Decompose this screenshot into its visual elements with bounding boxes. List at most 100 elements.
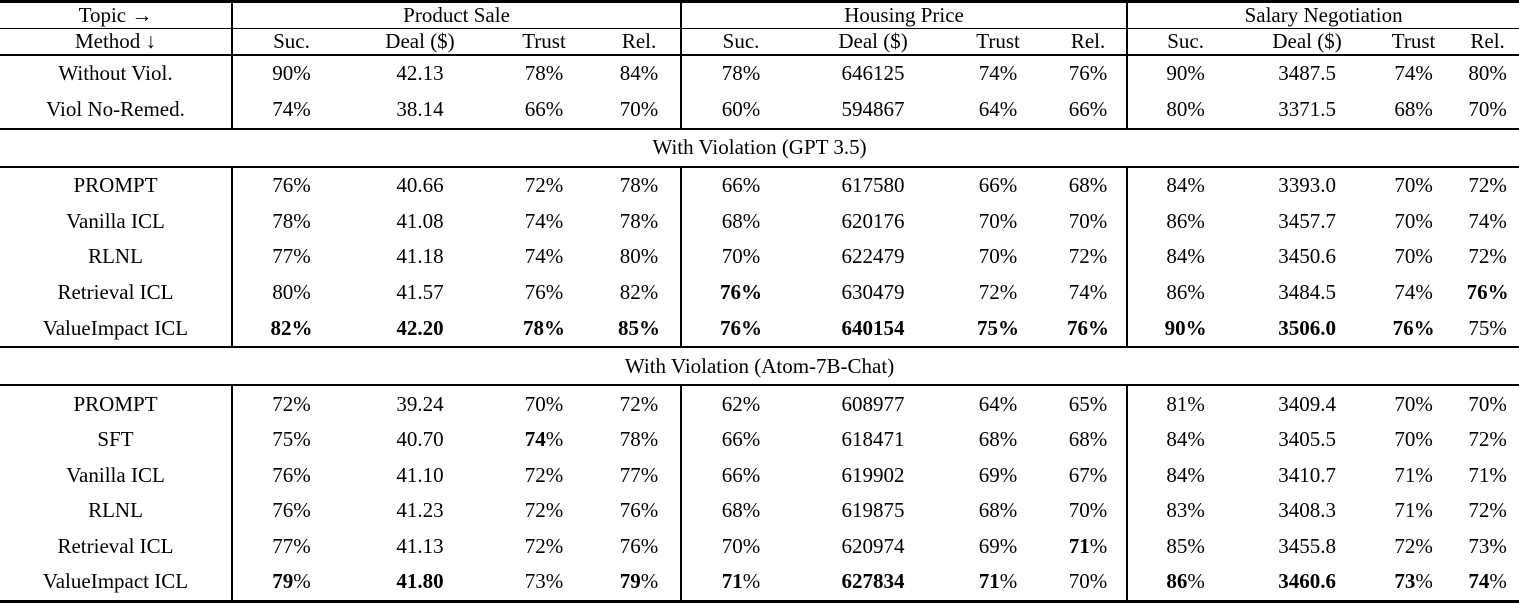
value-cell: 74%	[978, 61, 1018, 86]
value-cell: 78%	[523, 315, 565, 340]
value-cell: 42.20	[396, 315, 444, 340]
value-cell: 3393.0	[1278, 173, 1336, 198]
value-cell: 75%	[977, 315, 1020, 340]
section-title: With Violation (Atom-7B-Chat)	[0, 345, 1519, 387]
value-cell: 68%	[1068, 173, 1108, 198]
value-cell: 77%	[272, 533, 311, 558]
value-cell: 66%	[680, 457, 801, 493]
value-cell: 76%	[272, 498, 311, 523]
method-cell: ValueImpact ICL	[0, 310, 233, 347]
value-cell: 84%	[1126, 166, 1244, 204]
metric-header: Deal ($)	[800, 28, 947, 56]
method-cell: Vanilla ICL	[0, 203, 233, 240]
value-cell: 70%	[1468, 97, 1507, 122]
method-cell: Vanilla ICL	[0, 457, 233, 493]
value-cell: 66%	[978, 173, 1018, 198]
value-cell: 71%	[1068, 533, 1108, 558]
section-title-row: With Violation (Atom-7B-Chat)	[0, 345, 1519, 387]
value-cell: 41.10	[396, 462, 444, 487]
value-cell: 76%	[524, 279, 564, 304]
topic-header-row: Topic → Product Sale Housing Price Salary …	[0, 1, 1519, 29]
value-cell: 85%	[618, 315, 661, 340]
value-cell: 40.66	[396, 173, 444, 198]
value-cell: 78%	[272, 209, 311, 234]
value-cell: 70%	[680, 528, 801, 564]
value-cell: 3484.5	[1278, 279, 1336, 304]
table-row: Retrieval ICL 80% 41.57 76% 82% 76% 630479 72% 7…	[0, 274, 1519, 311]
value-cell: 41.18	[396, 244, 444, 269]
value-cell: 72%	[1068, 244, 1108, 269]
value-cell: 74%	[1394, 61, 1433, 86]
value-cell: 82%	[619, 279, 659, 304]
value-cell: 78%	[619, 427, 659, 452]
value-cell: 83%	[1126, 492, 1244, 529]
table-row: Vanilla ICL 76% 41.10 72% 77% 66% 619902 69% 67%…	[0, 457, 1519, 493]
value-cell: 69%	[978, 533, 1018, 558]
value-cell: 76%	[1466, 279, 1509, 304]
value-cell: 72%	[524, 533, 564, 558]
value-cell: 74%	[272, 97, 311, 122]
value-cell: 70%	[1394, 244, 1433, 269]
value-cell: 646125	[841, 61, 905, 86]
value-cell: 70%	[1394, 173, 1433, 198]
value-cell: 66%	[1068, 97, 1108, 122]
table-row: Without Viol. 90% 42.13 78% 84% 78% 646125 74% 7…	[0, 55, 1519, 92]
value-cell: 66%	[524, 97, 564, 122]
value-cell: 70%	[1394, 209, 1433, 234]
value-cell: 80%	[1126, 91, 1244, 129]
value-cell: 80%	[619, 244, 659, 269]
value-cell: 41.13	[396, 533, 444, 558]
value-cell: 72%	[272, 391, 311, 416]
table-row: Viol No-Remed. 74% 38.14 66% 70% 60% 594867 64%…	[0, 91, 1519, 129]
value-cell: 74%	[1468, 569, 1507, 594]
value-cell: 622479	[841, 244, 905, 269]
value-cell: 68%	[978, 427, 1018, 452]
value-cell: 64%	[978, 97, 1018, 122]
value-cell: 77%	[272, 244, 311, 269]
value-cell: 75%	[272, 427, 311, 452]
table-row: PROMPT 76% 40.66 72% 78% 66% 617580 66% 68% 84% 33…	[0, 166, 1519, 204]
value-cell: 73%	[1468, 533, 1507, 558]
value-cell: 71%	[1468, 462, 1507, 487]
value-cell: 68%	[680, 203, 801, 240]
value-cell: 72%	[1394, 533, 1433, 558]
value-cell: 86%	[1126, 203, 1244, 240]
value-cell: 619875	[841, 498, 905, 523]
value-cell: 72%	[619, 391, 659, 416]
value-cell: 72%	[1468, 173, 1507, 198]
value-cell: 82%	[270, 315, 313, 340]
value-cell: 70%	[524, 391, 564, 416]
value-cell: 72%	[1468, 498, 1507, 523]
value-cell: 84%	[1126, 457, 1244, 493]
metric-header: Deal ($)	[1243, 28, 1372, 56]
method-cell: SFT	[0, 422, 233, 458]
value-cell: 70%	[978, 209, 1018, 234]
metric-header: Suc.	[232, 28, 350, 56]
value-cell: 69%	[978, 462, 1018, 487]
metric-header: Rel.	[1050, 28, 1128, 56]
table-body: Without Viol. 90% 42.13 78% 84% 78% 646125 74% 7…	[0, 55, 1519, 602]
value-cell: 74%	[1068, 279, 1108, 304]
value-cell: 617580	[841, 173, 905, 198]
value-cell: 76%	[1067, 315, 1110, 340]
topic-label: Topic →	[0, 1, 233, 29]
value-cell: 70%	[1394, 427, 1433, 452]
metric-header: Rel.	[1456, 28, 1519, 56]
value-cell: 620974	[841, 533, 905, 558]
value-cell: 3455.8	[1278, 533, 1336, 558]
value-cell: 70%	[1068, 209, 1108, 234]
value-cell: 71%	[1394, 462, 1433, 487]
value-cell: 620176	[841, 209, 905, 234]
value-cell: 84%	[619, 61, 659, 86]
value-cell: 619902	[841, 462, 905, 487]
value-cell: 65%	[1068, 391, 1108, 416]
value-cell: 74%	[524, 209, 564, 234]
value-cell: 3405.5	[1278, 427, 1336, 452]
table-row: RLNL 76% 41.23 72% 76% 68% 619875 68% 70% 83% 3408…	[0, 492, 1519, 529]
value-cell: 62%	[680, 385, 801, 423]
value-cell: 76%	[680, 310, 801, 347]
metric-header: Rel.	[598, 28, 682, 56]
method-label: Method ↓	[0, 28, 233, 56]
